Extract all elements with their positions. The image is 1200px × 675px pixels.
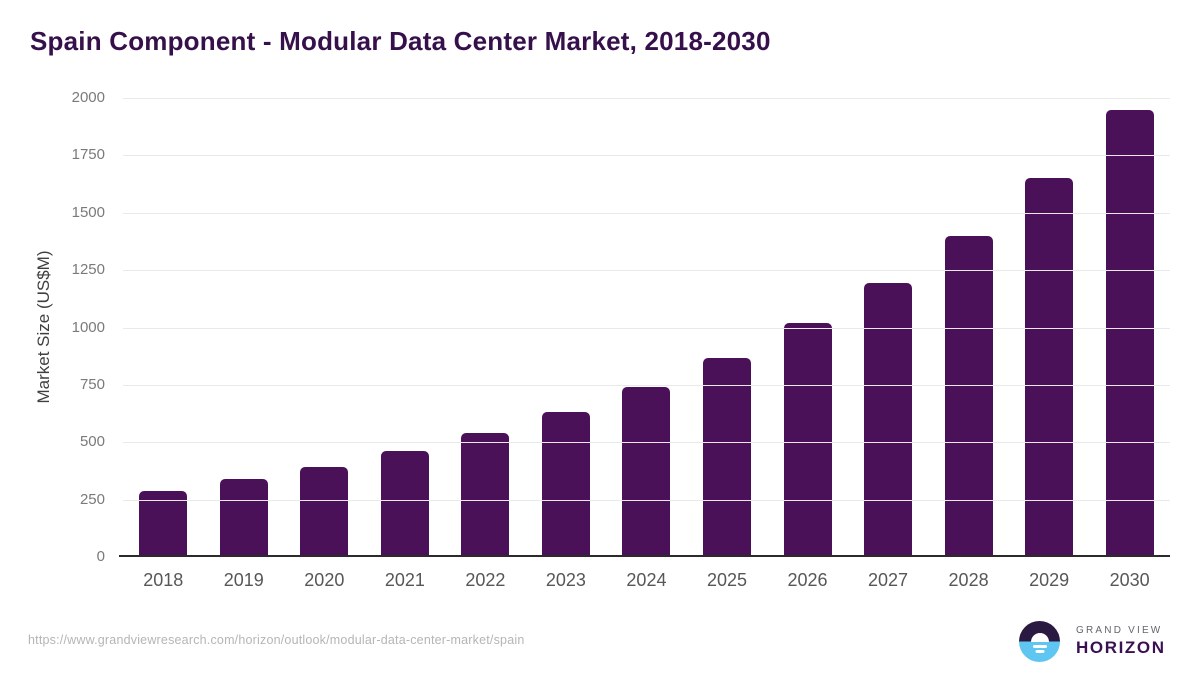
x-axis-line xyxy=(119,555,1170,557)
gridline-1250 xyxy=(123,270,1170,272)
bar-2025[interactable] xyxy=(702,358,751,557)
bar-band-2026 xyxy=(767,98,848,557)
y-tick-label-1750: 1750 xyxy=(71,146,105,164)
horizon-line-icon xyxy=(1032,645,1047,648)
bar-band-2029 xyxy=(1009,98,1090,557)
bar-2018[interactable] xyxy=(139,490,188,557)
bar-2029[interactable] xyxy=(1025,177,1074,557)
x-tick-label-2023: 2023 xyxy=(545,570,586,590)
source-url-text: https://www.grandviewresearch.com/horizo… xyxy=(28,633,525,647)
bar-2024[interactable] xyxy=(622,387,671,557)
plot-area xyxy=(123,98,1170,557)
x-tick-label-2021: 2021 xyxy=(384,570,425,590)
bar-band-2028 xyxy=(928,98,1009,557)
y-tick-label-250: 250 xyxy=(79,490,105,508)
x-tick-label-2029: 2029 xyxy=(1029,570,1070,590)
bar-band-2023 xyxy=(526,98,607,557)
logo-brand-name: GRAND VIEW xyxy=(1076,625,1163,636)
gridline-750 xyxy=(123,384,1170,386)
logo-text: GRAND VIEW HORIZON xyxy=(1076,625,1166,658)
bar-band-2022 xyxy=(445,98,526,557)
bar-band-2019 xyxy=(204,98,285,557)
gridline-250 xyxy=(123,499,1170,501)
gridline-1750 xyxy=(123,155,1170,157)
bar-band-2020 xyxy=(284,98,365,557)
bar-band-2021 xyxy=(365,98,446,557)
y-tick-label-500: 500 xyxy=(79,433,105,451)
bar-2026[interactable] xyxy=(783,322,832,557)
bar-2020[interactable] xyxy=(300,466,349,557)
gridline-1500 xyxy=(123,212,1170,214)
x-tick-label-2027: 2027 xyxy=(868,570,909,590)
bar-series xyxy=(123,98,1170,557)
y-axis-ticks: 0 250 500 750 1000 1250 1500 1750 2000 xyxy=(0,89,105,565)
y-tick-label-750: 750 xyxy=(79,375,105,393)
gridline-500 xyxy=(123,442,1170,444)
x-tick-label-2028: 2028 xyxy=(948,570,989,590)
x-tick-label-2024: 2024 xyxy=(626,570,667,590)
bar-band-2025 xyxy=(687,98,768,557)
gridline-2000 xyxy=(123,98,1170,99)
bar-2022[interactable] xyxy=(461,433,510,557)
bar-2021[interactable] xyxy=(380,451,429,557)
bar-band-2024 xyxy=(606,98,687,557)
bar-2030[interactable] xyxy=(1105,110,1154,557)
bar-band-2018 xyxy=(123,98,204,557)
logo-product-name: HORIZON xyxy=(1076,638,1166,657)
x-tick-label-2026: 2026 xyxy=(787,570,828,590)
grand-view-horizon-logo: GRAND VIEW HORIZON xyxy=(1019,621,1166,662)
gridline-1000 xyxy=(123,327,1170,329)
horizon-line-icon xyxy=(1035,650,1044,653)
sun-icon xyxy=(1030,632,1049,642)
x-tick-label-2018: 2018 xyxy=(143,570,184,590)
x-tick-label-2025: 2025 xyxy=(706,570,747,590)
x-tick-label-2030: 2030 xyxy=(1109,570,1150,590)
y-tick-label-1250: 1250 xyxy=(71,261,105,279)
y-tick-label-1000: 1000 xyxy=(71,318,105,336)
bar-band-2030 xyxy=(1089,98,1170,557)
horizon-sun-logo-icon xyxy=(1019,621,1060,662)
y-tick-label-1500: 1500 xyxy=(71,203,105,221)
bar-2019[interactable] xyxy=(219,479,268,557)
x-tick-label-2022: 2022 xyxy=(465,570,506,590)
y-tick-label-0: 0 xyxy=(96,548,105,565)
chart-title: Spain Component - Modular Data Center Ma… xyxy=(30,26,771,56)
x-tick-label-2020: 2020 xyxy=(304,570,345,590)
x-axis-labels: 2018 2019 2020 2021 2022 2023 2024 2025 2026 2027… xyxy=(123,570,1170,591)
y-tick-label-2000: 2000 xyxy=(71,89,105,106)
bar-2027[interactable] xyxy=(864,282,913,557)
bar-2028[interactable] xyxy=(944,235,993,557)
x-tick-label-2019: 2019 xyxy=(223,570,264,590)
bar-2023[interactable] xyxy=(541,412,590,557)
